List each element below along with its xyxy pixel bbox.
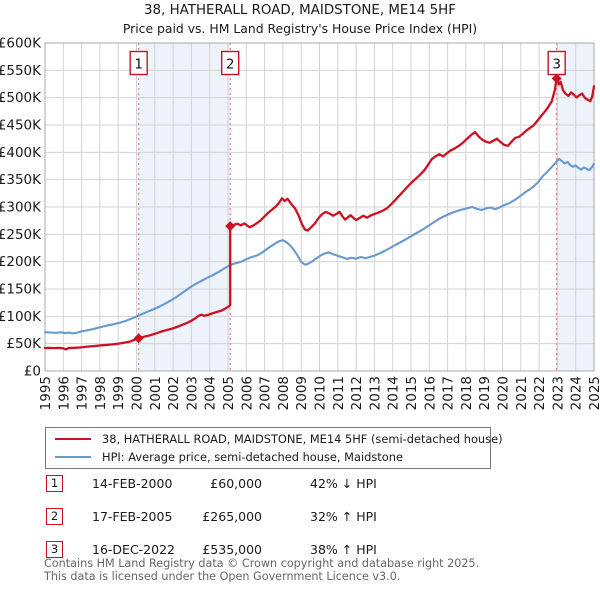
- svg-text:£350K: £350K: [0, 172, 42, 188]
- sale-marker-flag: [220, 50, 240, 76]
- svg-text:2005: 2005: [221, 376, 237, 410]
- svg-text:2000: 2000: [130, 376, 146, 410]
- svg-text:1999: 1999: [111, 376, 127, 410]
- svg-text:2018: 2018: [459, 376, 475, 410]
- svg-text:1998: 1998: [93, 376, 109, 410]
- sale-marker-number: 1: [134, 57, 143, 73]
- sale-marker-flag: [547, 50, 566, 76]
- x-axis-labels: 1995 1996 1997 1998 1999 2000 2001 2002 2003 2004…: [38, 376, 600, 410]
- transaction-2-hpi-delta: 32% ↑ HPI: [310, 509, 377, 524]
- transaction-row-2: 2 17-FEB-2005 £265,000 32% ↑ HPI: [46, 508, 526, 525]
- transaction-row-1: 1 14-FEB-2000 £60,000 42% ↓ HPI: [46, 475, 526, 492]
- property-line-swatch: [55, 438, 91, 440]
- svg-text:£100K: £100K: [0, 309, 42, 325]
- transaction-1-hpi-delta: 42% ↓ HPI: [310, 476, 377, 491]
- svg-text:£150K: £150K: [0, 282, 42, 298]
- svg-text:2016: 2016: [422, 376, 438, 410]
- plot-border: [44, 42, 595, 372]
- transaction-3-badge: 3: [46, 541, 63, 558]
- svg-text:1996: 1996: [56, 376, 72, 410]
- sale-marker-flag: [129, 50, 148, 76]
- transaction-1-date: 14-FEB-2000: [92, 476, 173, 491]
- transaction-3-date: 16-DEC-2022: [92, 542, 175, 557]
- svg-text:2006: 2006: [239, 376, 255, 410]
- svg-text:2014: 2014: [386, 376, 402, 410]
- chart-legend: 38, HATHERALL ROAD, MAIDSTONE, ME14 5HF …: [45, 427, 503, 469]
- sale-marker-number: 2: [226, 57, 235, 73]
- svg-text:1997: 1997: [75, 376, 91, 410]
- svg-text:2015: 2015: [404, 376, 420, 410]
- license-note: Contains HM Land Registry data © Crown c…: [44, 557, 480, 583]
- sale-marker-number: 3: [552, 57, 561, 73]
- svg-text:2001: 2001: [148, 376, 164, 410]
- svg-text:2002: 2002: [166, 376, 182, 410]
- footer-line-2: This data is licensed under the Open Gov…: [44, 569, 401, 583]
- transaction-row-3: 3 16-DEC-2022 £535,000 38% ↑ HPI: [46, 541, 526, 558]
- sale-markers: 1 2 3: [129, 50, 566, 344]
- svg-text:£450K: £450K: [0, 118, 42, 134]
- sale-point-diamond: [225, 221, 236, 232]
- svg-text:2009: 2009: [294, 376, 310, 410]
- price-history-chart: 1 2 3£0£50K£100K£150K£200K£250K£300K£350K£…: [0, 36, 600, 411]
- svg-text:2010: 2010: [313, 376, 329, 410]
- svg-text:£400K: £400K: [0, 145, 42, 161]
- svg-text:2003: 2003: [184, 376, 200, 410]
- property-price-line: [43, 77, 596, 351]
- svg-text:£50K: £50K: [6, 336, 42, 352]
- transaction-2-price: £265,000: [202, 509, 262, 524]
- legend-item-property: 38, HATHERALL ROAD, MAIDSTONE, ME14 5HF …: [46, 430, 503, 448]
- svg-text:2020: 2020: [496, 376, 512, 410]
- svg-text:2011: 2011: [331, 376, 347, 410]
- svg-text:2013: 2013: [367, 376, 383, 410]
- transaction-3-price: £535,000: [202, 542, 262, 557]
- transaction-2-badge: 2: [46, 508, 63, 525]
- footer-line-1: Contains HM Land Registry data © Crown c…: [44, 557, 480, 570]
- svg-text:2022: 2022: [532, 376, 548, 410]
- svg-text:1995: 1995: [38, 376, 54, 410]
- transaction-2-date: 17-FEB-2005: [92, 509, 173, 524]
- svg-text:£250K: £250K: [0, 227, 42, 243]
- svg-text:£550K: £550K: [0, 63, 42, 79]
- hpi-line: [43, 157, 596, 335]
- svg-text:£500K: £500K: [0, 90, 42, 106]
- svg-text:2012: 2012: [349, 376, 365, 410]
- transaction-1-price: £60,000: [210, 476, 262, 491]
- svg-text:£0: £0: [24, 364, 41, 380]
- hpi-line-swatch: [55, 456, 91, 458]
- svg-text:2021: 2021: [514, 376, 530, 410]
- legend-label-hpi: HPI: Average price, semi-detached house,…: [102, 450, 403, 464]
- svg-text:2024: 2024: [569, 376, 585, 410]
- page-subtitle: Price paid vs. HM Land Registry's House …: [122, 21, 478, 36]
- legend-label-property: 38, HATHERALL ROAD, MAIDSTONE, ME14 5HF …: [102, 432, 503, 446]
- svg-text:2007: 2007: [258, 376, 274, 410]
- svg-text:2025: 2025: [587, 376, 600, 410]
- transaction-1-badge: 1: [46, 475, 63, 492]
- svg-text:£300K: £300K: [0, 200, 42, 216]
- page-title: 38, HATHERALL ROAD, MAIDSTONE, ME14 5HF: [144, 3, 456, 18]
- svg-text:2004: 2004: [203, 376, 219, 410]
- y-axis-labels: £0 £50K £100K £150K £200K £250K £300K £350K £400…: [0, 36, 42, 380]
- svg-text:2023: 2023: [550, 376, 566, 410]
- svg-text:£600K: £600K: [0, 36, 42, 52]
- chart-gridlines: [44, 42, 595, 372]
- sale-point-diamond: [133, 333, 144, 344]
- svg-text:2008: 2008: [276, 376, 292, 410]
- sale-point-diamond: [551, 73, 562, 84]
- legend-item-hpi: HPI: Average price, semi-detached house,…: [46, 448, 490, 466]
- transaction-3-hpi-delta: 38% ↑ HPI: [310, 542, 377, 557]
- svg-text:£200K: £200K: [0, 254, 42, 270]
- svg-text:2019: 2019: [477, 376, 493, 410]
- svg-text:2017: 2017: [441, 376, 457, 410]
